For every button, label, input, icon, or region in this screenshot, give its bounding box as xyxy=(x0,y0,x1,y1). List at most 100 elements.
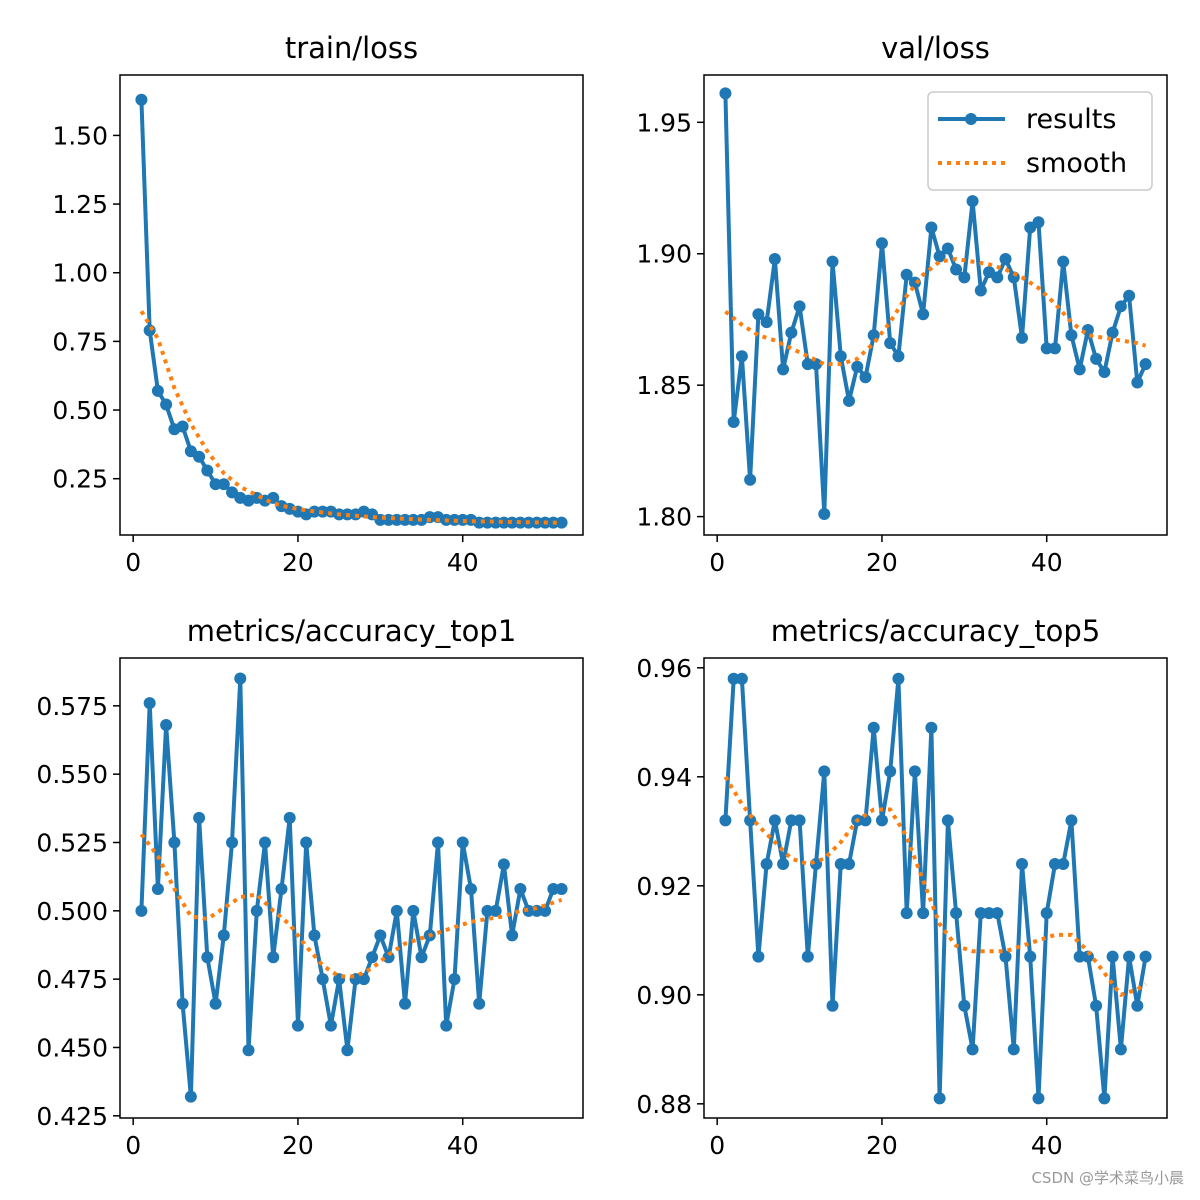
results-line xyxy=(139,676,562,1099)
results-point xyxy=(760,316,773,329)
results-point xyxy=(283,811,296,824)
y-tick-label: 0.425 xyxy=(36,1102,108,1131)
results-point xyxy=(842,394,855,407)
results-point xyxy=(489,904,502,917)
smooth-line xyxy=(724,256,1147,367)
results-line xyxy=(723,676,1148,1101)
results-point xyxy=(1123,950,1136,963)
results-point xyxy=(1073,363,1086,376)
subplot-4: metrics/accuracy_top5 0 20 40 0.88 0.90 0.92 0.… xyxy=(636,614,1168,1160)
results-point xyxy=(555,516,568,529)
results-point xyxy=(201,464,214,477)
results-point xyxy=(1139,358,1152,371)
results-point xyxy=(1098,366,1111,379)
results-point xyxy=(727,672,740,685)
chart-title: train/loss xyxy=(285,31,418,65)
results-point xyxy=(925,721,938,734)
results-point xyxy=(826,999,839,1012)
results-point xyxy=(1048,858,1061,871)
results-point xyxy=(267,951,280,964)
results-point xyxy=(1032,216,1045,229)
watermark: CSDN @学术菜鸟小晨 xyxy=(1031,1169,1184,1187)
results-point xyxy=(777,858,790,871)
y-tick-label: 0.75 xyxy=(52,327,108,356)
results-point xyxy=(818,507,831,520)
results-point xyxy=(793,814,806,827)
results-point xyxy=(719,87,732,100)
plot-area xyxy=(719,87,1152,520)
subplot-3: metrics/accuracy_top1 0 20 40 0.425 0.450 0.47… xyxy=(36,614,584,1160)
results-point xyxy=(892,350,905,363)
results-point xyxy=(950,907,963,920)
y-tick-label: 0.96 xyxy=(636,654,692,683)
results-point xyxy=(184,1090,197,1103)
results-point xyxy=(1106,326,1119,339)
results-point xyxy=(135,904,148,917)
results-point xyxy=(539,904,552,917)
results-point xyxy=(1065,329,1078,342)
results-point xyxy=(818,765,831,778)
results-point xyxy=(834,858,847,871)
results-point xyxy=(275,882,288,895)
results-point xyxy=(966,1043,979,1056)
plot-area xyxy=(719,672,1152,1105)
plot-area xyxy=(135,93,568,529)
results-point xyxy=(308,929,321,942)
x-tick-label: 0 xyxy=(125,1131,141,1160)
results-point xyxy=(135,93,148,106)
results-point xyxy=(1057,255,1070,268)
y-tick-label: 0.450 xyxy=(36,1033,108,1062)
legend-results-label: results xyxy=(1026,104,1116,135)
x-tick-label: 20 xyxy=(282,548,314,577)
results-point xyxy=(497,858,510,871)
y-tick-label: 1.85 xyxy=(636,371,692,400)
results-point xyxy=(258,836,271,849)
results-point xyxy=(209,478,222,491)
results-point xyxy=(1114,1043,1127,1056)
legend-results-marker xyxy=(965,113,977,125)
results-point xyxy=(226,836,239,849)
smooth-line xyxy=(139,310,562,525)
results-point xyxy=(143,697,156,710)
results-point xyxy=(974,284,987,297)
results-point xyxy=(341,1044,354,1057)
chart-title: metrics/accuracy_top5 xyxy=(771,614,1101,648)
results-point xyxy=(193,450,206,463)
legend: results smooth xyxy=(927,91,1153,191)
results-point xyxy=(983,907,996,920)
results-point xyxy=(151,882,164,895)
results-point xyxy=(151,384,164,397)
results-point xyxy=(974,907,987,920)
results-point xyxy=(316,973,329,986)
results-point xyxy=(555,882,568,895)
results-point xyxy=(432,836,445,849)
results-point xyxy=(867,721,880,734)
results-point xyxy=(1090,999,1103,1012)
results-point xyxy=(917,308,930,321)
results-point xyxy=(514,882,527,895)
y-tick-label: 0.575 xyxy=(36,692,108,721)
results-point xyxy=(999,253,1012,265)
results-point xyxy=(464,882,477,895)
results-point xyxy=(719,814,732,827)
results-point xyxy=(933,1092,946,1105)
results-point xyxy=(752,308,765,321)
results-point xyxy=(193,811,206,824)
results-point xyxy=(374,929,387,942)
x-tick-label: 40 xyxy=(447,1131,479,1160)
results-point xyxy=(785,814,798,827)
chart-title: val/loss xyxy=(881,31,990,65)
results-point xyxy=(727,415,740,428)
axes-frame xyxy=(119,657,584,1119)
x-tick-label: 0 xyxy=(709,548,725,577)
results-point xyxy=(999,950,1012,963)
results-point xyxy=(308,505,321,518)
results-point xyxy=(1131,376,1144,389)
results-point xyxy=(941,242,954,255)
results-point xyxy=(900,268,913,281)
results-point xyxy=(366,951,379,964)
y-tick-label: 1.90 xyxy=(636,240,692,269)
x-tick-label: 20 xyxy=(866,1131,898,1160)
results-point xyxy=(1098,1092,1111,1105)
results-point xyxy=(760,858,773,871)
